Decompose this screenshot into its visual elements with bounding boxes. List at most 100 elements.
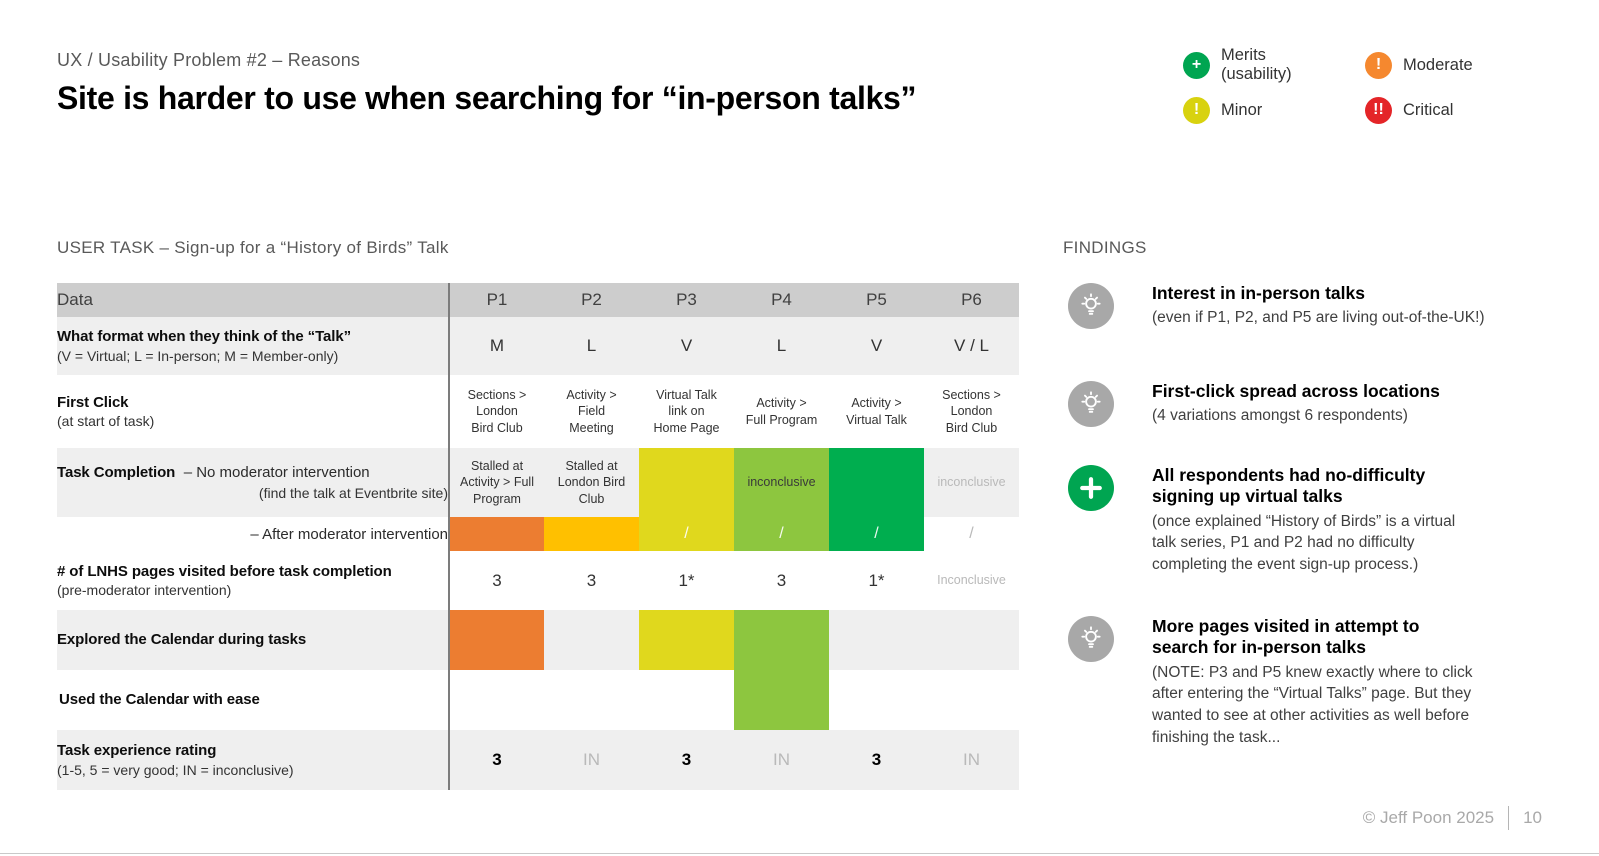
plus-icon bbox=[1068, 465, 1114, 511]
findings-section-title: FINDINGS bbox=[1063, 238, 1147, 257]
critical-double-exclamation-icon: !! bbox=[1365, 96, 1392, 124]
row-rating: Task experience rating (1-5, 5 = very go… bbox=[57, 730, 1019, 790]
legend-label-merits: Merits (usability) bbox=[1221, 46, 1292, 84]
merits-symbol: + bbox=[1191, 56, 1202, 74]
finding-title: First-click spread across locations bbox=[1152, 381, 1440, 401]
pages-cell-p4: 3 bbox=[776, 570, 787, 590]
pages-cell-p5: 1* bbox=[868, 570, 885, 590]
row-label: Task Completion bbox=[57, 463, 176, 481]
used-cell-p2 bbox=[544, 670, 639, 730]
moderate-exclamation-icon: ! bbox=[1365, 51, 1392, 79]
column-header-p4: P4 bbox=[734, 283, 829, 317]
user-task-table: Data P1 P2 P3 P4 P5 P6 What format when … bbox=[57, 283, 1019, 790]
finding-body: (even if P1, P2, and P5 are living out-o… bbox=[1152, 309, 1485, 327]
row-sublabel: (V = Virtual; L = In-person; M = Member-… bbox=[57, 347, 339, 364]
explored-cell-p3-yellow bbox=[639, 610, 734, 670]
row-first-click-label-cell: First Click (at start of task) bbox=[57, 375, 450, 448]
row-explored-calendar-label-cell: Explored the Calendar during tasks bbox=[57, 610, 450, 670]
finding-body: (once explained “History of Birds” is a … bbox=[1152, 512, 1456, 574]
row-format-label-cell: What format when they think of the “Talk… bbox=[57, 317, 450, 375]
pages-cell-p2: 3 bbox=[586, 570, 597, 590]
legend-label-critical: Critical bbox=[1403, 100, 1454, 119]
format-cell-p4: L bbox=[776, 336, 787, 355]
row-label: First Click bbox=[57, 393, 129, 411]
column-header-p5: P5 bbox=[829, 283, 924, 317]
row-label: Used the Calendar with ease bbox=[59, 691, 260, 709]
table-header-row: Data P1 P2 P3 P4 P5 P6 bbox=[57, 283, 1019, 317]
rating-cell-p2: IN bbox=[583, 750, 600, 769]
finding-title: More pages visited in attempt to search … bbox=[1152, 616, 1420, 658]
row-sublabel: (at start of task) bbox=[57, 413, 155, 430]
row-sublabel: (find the talk at Eventbrite site) bbox=[258, 485, 448, 502]
finding-item-4: More pages visited in attempt to search … bbox=[1063, 616, 1568, 748]
explored-cell-p2 bbox=[544, 610, 639, 670]
critical-symbol: !! bbox=[1373, 101, 1384, 119]
format-cell-p5: V bbox=[870, 336, 883, 355]
pages-cell-p6: Inconclusive bbox=[937, 573, 1006, 588]
user-task-section-title: USER TASK – Sign-up for a “History of Bi… bbox=[57, 238, 449, 257]
column-header-p2: P2 bbox=[544, 283, 639, 317]
column-header-data: Data bbox=[57, 283, 450, 317]
legend-item-critical: !! Critical bbox=[1365, 96, 1525, 124]
row-sublabel: (pre-moderator intervention) bbox=[57, 582, 232, 599]
legend-label-minor: Minor bbox=[1221, 100, 1263, 119]
task-completion-cell-p3-yellow: / bbox=[639, 448, 734, 551]
explored-cell-p4-light-green bbox=[734, 610, 829, 730]
after-moderator-cell-p2-amber bbox=[544, 517, 639, 551]
format-cell-p2: L bbox=[586, 336, 597, 355]
row-first-click: First Click (at start of task) Sections … bbox=[57, 375, 1019, 448]
task-completion-cell-p6: inconclusive bbox=[937, 475, 1006, 490]
format-cell-p3: V bbox=[680, 336, 693, 355]
task-completion-cell-p4-light-green: inconclusive / bbox=[734, 448, 829, 551]
legend: + Merits (usability) ! Moderate ! Minor … bbox=[1183, 46, 1525, 124]
footer: © Jeff Poon 2025 10 bbox=[1363, 806, 1542, 830]
rating-cell-p3: 3 bbox=[681, 750, 692, 769]
rating-cell-p5: 3 bbox=[871, 750, 882, 769]
row-label: # of LNHS pages visited before task comp… bbox=[57, 562, 392, 580]
after-moderator-cell-p6: / bbox=[969, 525, 974, 542]
merits-plus-icon: + bbox=[1183, 51, 1210, 79]
row-task-completion-label-cell: Task Completion – No moderator intervent… bbox=[57, 448, 450, 517]
row-label: Explored the Calendar during tasks bbox=[57, 631, 307, 649]
legend-item-minor: ! Minor bbox=[1183, 96, 1365, 124]
rating-cell-p4: IN bbox=[773, 750, 790, 769]
row-format: What format when they think of the “Talk… bbox=[57, 317, 1019, 375]
row-label: What format when they think of the “Talk… bbox=[57, 328, 351, 346]
row-pages-visited-label-cell: # of LNHS pages visited before task comp… bbox=[57, 551, 450, 610]
row-pages-visited: # of LNHS pages visited before task comp… bbox=[57, 551, 1019, 610]
column-header-p6: P6 bbox=[924, 283, 1019, 317]
explored-cell-p1-orange bbox=[449, 610, 544, 670]
moderate-symbol: ! bbox=[1375, 56, 1382, 74]
task-completion-inconclusive-p4: inconclusive bbox=[747, 475, 816, 490]
format-cell-p1: M bbox=[489, 336, 505, 355]
row-label: – After moderator intervention bbox=[250, 525, 448, 543]
lightbulb-icon bbox=[1068, 283, 1114, 329]
row-sublabel: (1-5, 5 = very good; IN = inconclusive) bbox=[57, 761, 294, 778]
row-explored-calendar: Explored the Calendar during tasks bbox=[57, 610, 1019, 730]
task-completion-cell-p1: Stalled at Activity > Full Program bbox=[460, 459, 534, 506]
row-task-completion-no-moderator: Task Completion – No moderator intervent… bbox=[57, 448, 1019, 551]
row-label: Task experience rating bbox=[57, 742, 217, 760]
lightbulb-icon bbox=[1068, 381, 1114, 427]
first-click-cell-p2: Activity > Field Meeting bbox=[566, 388, 617, 435]
row-used-calendar: Used the Calendar with ease bbox=[57, 670, 1019, 730]
task-completion-cell-p5-green: / bbox=[829, 448, 924, 551]
rating-cell-p6: IN bbox=[963, 750, 980, 769]
after-moderator-cell-p1-orange bbox=[449, 517, 544, 551]
legend-item-moderate: ! Moderate bbox=[1365, 46, 1525, 85]
finding-item-3: All respondents had no-difficulty signin… bbox=[1063, 465, 1568, 576]
first-click-cell-p4: Activity > Full Program bbox=[745, 396, 818, 427]
row-rating-label-cell: Task experience rating (1-5, 5 = very go… bbox=[57, 730, 450, 790]
explored-cell-p5 bbox=[829, 610, 924, 670]
row-task-completion-after-moderator: – After moderator intervention / bbox=[57, 517, 1019, 551]
after-moderator-slash-p4: / bbox=[779, 525, 784, 542]
used-cell-p3 bbox=[639, 670, 734, 730]
page-title: Site is harder to use when searching for… bbox=[57, 80, 917, 116]
used-cell-p6 bbox=[924, 670, 1019, 730]
column-header-p3: P3 bbox=[639, 283, 734, 317]
row-label-suffix: – No moderator intervention bbox=[183, 463, 370, 481]
minor-exclamation-icon: ! bbox=[1183, 96, 1210, 124]
finding-item-1: Interest in in-person talks (even if P1,… bbox=[1063, 283, 1568, 329]
first-click-cell-p5: Activity > Virtual Talk bbox=[846, 396, 907, 427]
copyright-text: © Jeff Poon 2025 bbox=[1362, 808, 1495, 827]
